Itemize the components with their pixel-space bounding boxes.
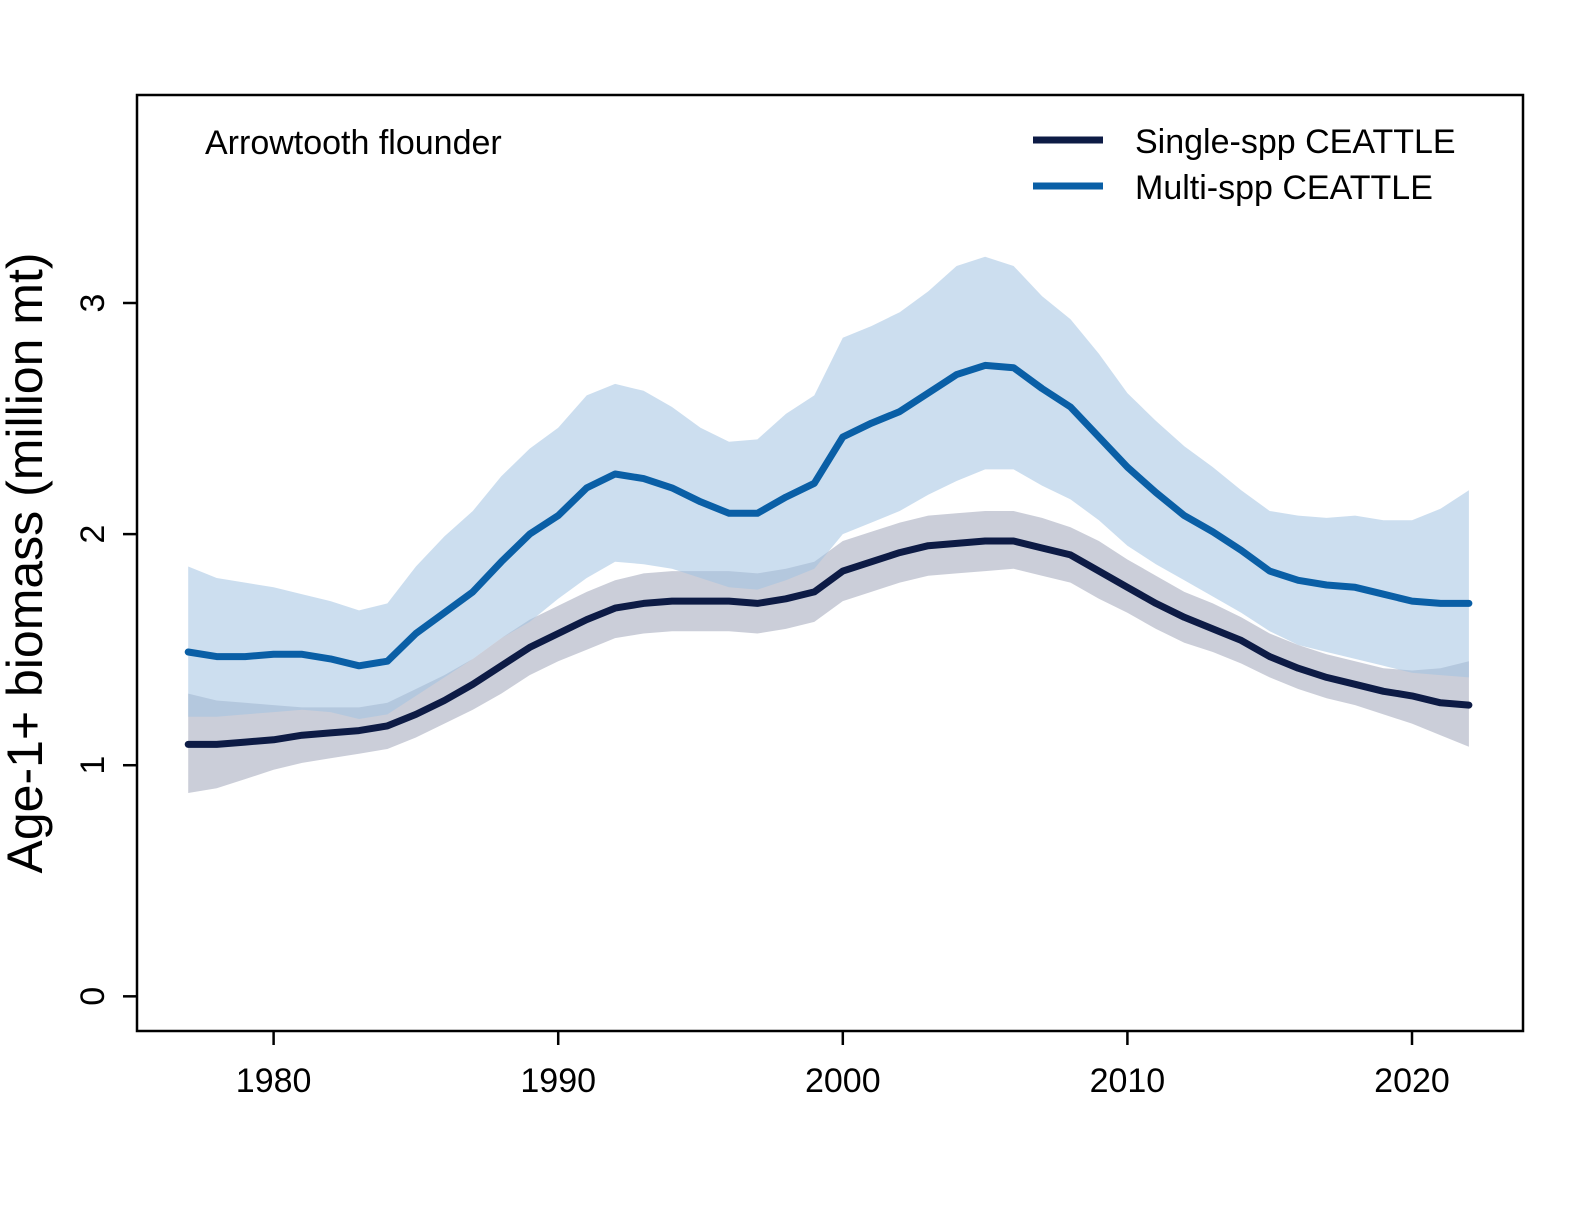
- x-tick-label: 2000: [805, 1062, 881, 1100]
- legend-label-multi-spp: Multi-spp CEATTLE: [1135, 169, 1433, 207]
- x-tick-label: 1980: [236, 1062, 312, 1100]
- y-axis: 0 1 2 3: [74, 294, 137, 1006]
- y-tick-label: 3: [74, 294, 112, 313]
- legend: Single-spp CEATTLE Multi-spp CEATTLE: [1033, 123, 1456, 207]
- band-single-spp: [188, 511, 1469, 793]
- series-lines: [184, 361, 1473, 748]
- y-tick-label: 2: [74, 525, 112, 544]
- band-multi-spp: [188, 256, 1469, 719]
- y-axis-title: Age-1+ biomass (million mt): [0, 252, 53, 873]
- series-line-multi-spp: [184, 361, 1473, 670]
- plot-frame: [135, 93, 1525, 1033]
- confidence-bands: [188, 256, 1469, 793]
- y-tick-label: 0: [74, 987, 112, 1006]
- x-axis: 1980 1990 2000 2010 2020: [236, 1031, 1450, 1100]
- species-annotation: Arrowtooth flounder: [205, 124, 502, 162]
- x-tick-label: 2010: [1090, 1062, 1166, 1100]
- legend-label-single-spp: Single-spp CEATTLE: [1135, 123, 1456, 161]
- x-tick-label: 2020: [1374, 1062, 1450, 1100]
- x-tick-label: 1990: [520, 1062, 596, 1100]
- series-line-single-spp: [184, 537, 1473, 748]
- y-tick-label: 1: [74, 756, 112, 775]
